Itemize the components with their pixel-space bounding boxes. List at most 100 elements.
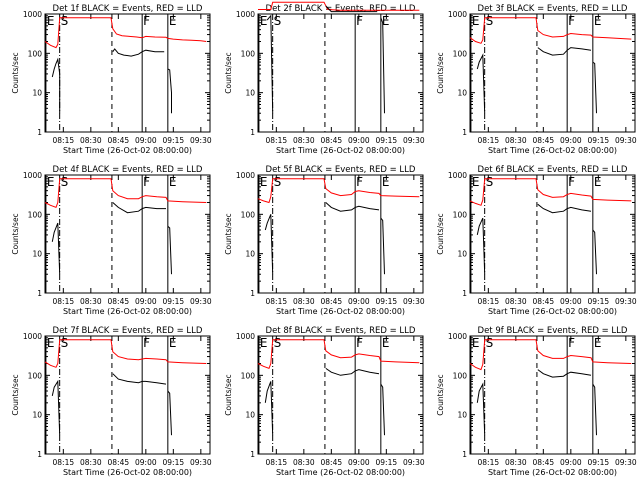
marker-label: S <box>486 175 494 189</box>
x-tick-label: 09:30 <box>615 136 637 145</box>
series-events-line <box>51 373 172 436</box>
marker-label: F <box>568 14 575 28</box>
y-tick-label: 10 <box>457 89 467 98</box>
x-tick-label: 08:45 <box>108 297 130 306</box>
marker-label: F <box>143 336 150 350</box>
y-tick-label: 100 <box>28 371 43 380</box>
x-tick-label: 08:45 <box>533 458 555 467</box>
y-tick-label: 1 <box>37 450 42 459</box>
marker-label: E <box>47 14 55 28</box>
marker-label: F <box>356 175 363 189</box>
panel-title: Det 3f BLACK = Events, RED = LLD <box>478 4 628 14</box>
x-axis-label: Start Time (26-Oct-02 08:00:00) <box>276 146 405 155</box>
y-axis-label: Counts/sec <box>11 213 20 254</box>
marker-label: S <box>486 14 494 28</box>
x-axis-label: Start Time (26-Oct-02 08:00:00) <box>276 307 405 316</box>
series-events-line <box>264 367 385 436</box>
x-tick-label: 08:45 <box>321 297 343 306</box>
x-tick-label: 09:30 <box>403 297 425 306</box>
x-tick-label: 08:30 <box>505 297 527 306</box>
marker-label: S <box>274 14 282 28</box>
x-tick-label: 08:45 <box>533 136 555 145</box>
panel-det-6f: Det 6f BLACK = Events, RED = LLD 1 10 100 10… <box>436 165 637 316</box>
y-axis-label: Counts/sec <box>436 374 445 415</box>
panel-title: Det 1f BLACK = Events, RED = LLD <box>53 4 203 14</box>
marker-label: E <box>382 336 390 350</box>
marker-label: E <box>260 175 268 189</box>
x-tick-label: 08:30 <box>505 458 527 467</box>
x-axis-label: Start Time (26-Oct-02 08:00:00) <box>488 307 617 316</box>
marker-label: E <box>472 336 480 350</box>
y-tick-label: 10 <box>32 89 42 98</box>
marker-label: E <box>594 175 602 189</box>
marker-label: F <box>143 14 150 28</box>
y-tick-label: 1 <box>37 289 42 298</box>
x-tick-label: 09:30 <box>190 458 212 467</box>
y-axis-label: Counts/sec <box>11 52 20 93</box>
y-tick-label: 1000 <box>23 10 42 19</box>
y-tick-label: 1 <box>250 128 255 137</box>
x-tick-label: 09:15 <box>376 136 398 145</box>
panel-det-3f: Det 3f BLACK = Events, RED = LLD 1 10 100 10… <box>436 4 637 155</box>
plot-frame <box>44 13 211 133</box>
x-tick-label: 09:30 <box>190 136 212 145</box>
y-tick-label: 1 <box>250 289 255 298</box>
panel-title: Det 8f BLACK = Events, RED = LLD <box>266 326 416 336</box>
marker-label: S <box>61 336 69 350</box>
x-tick-label: 08:45 <box>321 458 343 467</box>
x-tick-label: 08:30 <box>505 136 527 145</box>
marker-label: E <box>169 14 177 28</box>
y-tick-label: 1 <box>250 450 255 459</box>
marker-label: E <box>472 14 480 28</box>
marker-label: E <box>472 175 480 189</box>
x-tick-label: 09:00 <box>560 136 582 145</box>
marker-label: E <box>169 175 177 189</box>
y-tick-label: 1000 <box>236 171 255 180</box>
y-tick-label: 10 <box>245 250 255 259</box>
plot-frame <box>44 335 211 455</box>
x-tick-label: 09:15 <box>376 297 398 306</box>
y-axis-label: Counts/sec <box>224 374 233 415</box>
x-tick-label: 09:00 <box>135 297 157 306</box>
x-tick-label: 08:15 <box>478 458 500 467</box>
x-axis-label: Start Time (26-Oct-02 08:00:00) <box>63 468 192 477</box>
x-tick-label: 09:00 <box>348 458 370 467</box>
x-axis-label: Start Time (26-Oct-02 08:00:00) <box>276 468 405 477</box>
y-tick-label: 1000 <box>23 332 42 341</box>
marker-label: E <box>169 336 177 350</box>
y-tick-label: 10 <box>457 250 467 259</box>
y-tick-label: 100 <box>241 49 256 58</box>
plot-frame <box>44 174 211 294</box>
panel-det-5f: Det 5f BLACK = Events, RED = LLD 1 10 100 10… <box>224 165 425 316</box>
marker-label: E <box>260 14 268 28</box>
marker-label: S <box>274 336 282 350</box>
panel-title: Det 9f BLACK = Events, RED = LLD <box>478 326 628 336</box>
x-tick-label: 09:00 <box>348 136 370 145</box>
x-axis-label: Start Time (26-Oct-02 08:00:00) <box>488 146 617 155</box>
plot-frame <box>469 335 636 455</box>
y-tick-label: 10 <box>32 250 42 259</box>
series-lld-line <box>469 339 632 371</box>
panel-title: Det 5f BLACK = Events, RED = LLD <box>266 165 416 175</box>
panel-det-8f: Det 8f BLACK = Events, RED = LLD 1 10 100 10… <box>224 326 425 477</box>
y-tick-label: 1000 <box>448 171 467 180</box>
x-axis-label: Start Time (26-Oct-02 08:00:00) <box>63 307 192 316</box>
series-lld-line <box>257 339 420 370</box>
x-tick-label: 09:30 <box>615 458 637 467</box>
panel-title: Det 2f BLACK = Events, RED = LLD <box>266 4 416 14</box>
y-tick-label: 1000 <box>448 332 467 341</box>
x-tick-label: 09:00 <box>348 297 370 306</box>
y-tick-label: 100 <box>453 371 468 380</box>
x-tick-label: 09:00 <box>560 458 582 467</box>
marker-label: E <box>594 14 602 28</box>
series-lld-line <box>469 178 632 206</box>
marker-label: F <box>568 175 575 189</box>
x-tick-label: 09:15 <box>588 297 610 306</box>
series-lld-line <box>469 17 632 44</box>
x-tick-label: 09:30 <box>615 297 637 306</box>
marker-label: F <box>568 336 575 350</box>
x-tick-label: 08:30 <box>80 136 102 145</box>
y-tick-label: 100 <box>241 210 256 219</box>
x-tick-label: 08:15 <box>266 136 288 145</box>
